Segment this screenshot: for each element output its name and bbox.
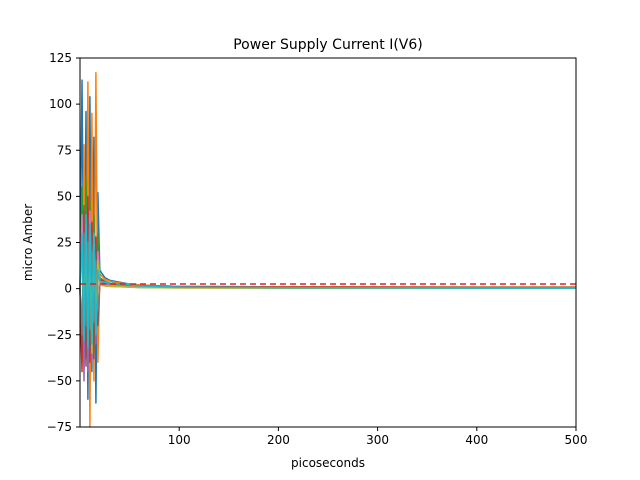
series-line-10 [79,214,576,349]
x-tick-label: 400 [465,433,488,447]
x-tick-label: 100 [168,433,191,447]
y-tick-label: 125 [49,51,72,65]
series-line-1 [79,79,576,404]
series-layer [79,72,576,428]
chart-title: Power Supply Current I(V6) [233,37,423,53]
y-tick-label: 75 [57,143,72,157]
plot-frame [79,57,577,428]
x-tick-label: 200 [267,433,290,447]
series-line-3 [79,177,576,354]
x-axis-label: picoseconds [291,456,365,470]
y-tick-label: −50 [47,374,72,388]
x-tick-label: 500 [565,433,588,447]
y-tick-label: 100 [49,97,72,111]
y-tick-label: −25 [47,328,72,342]
y-tick-label: 0 [64,282,72,296]
y-tick-label: 25 [57,236,72,250]
series-line-5 [79,223,576,382]
y-tick-label: −75 [47,420,72,434]
y-tick-label: 50 [57,189,72,203]
x-axis: 100 200 300 400 500 [168,427,588,447]
y-axis: −75 −50 −25 0 25 50 75 100 125 [47,51,80,434]
series-line-2 [79,72,576,428]
x-tick-label: 300 [366,433,389,447]
y-axis-label: micro Amber [21,204,35,281]
series-line-9 [79,236,576,354]
series-line-7 [79,210,576,345]
